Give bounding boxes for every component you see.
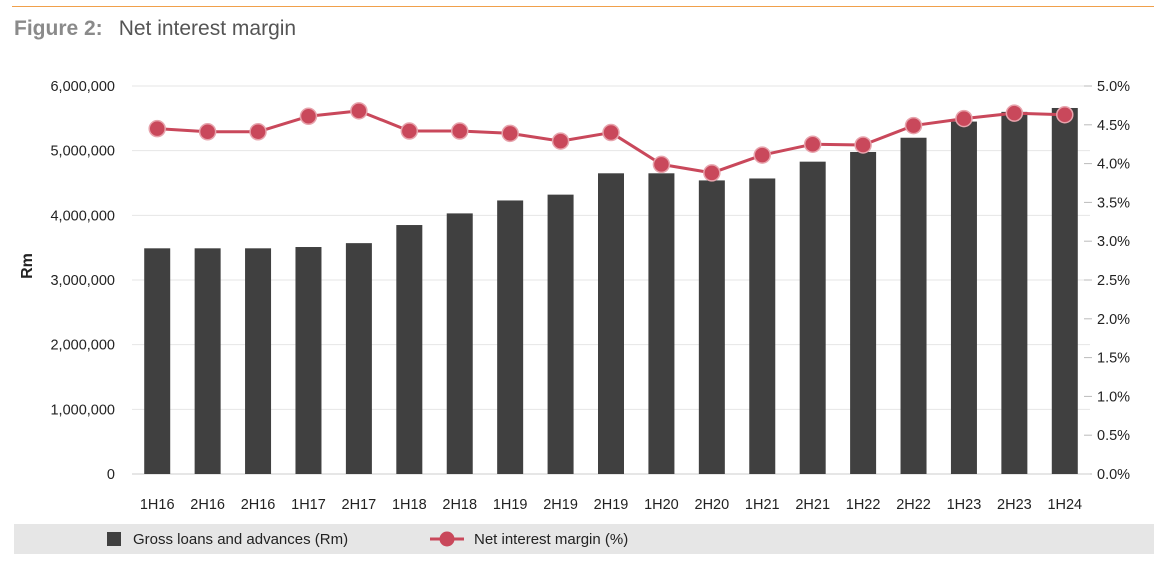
x-tick-label: 2H19 xyxy=(543,497,578,513)
nim-point xyxy=(652,155,671,174)
bar xyxy=(194,248,221,474)
nim-point xyxy=(602,123,620,142)
bar xyxy=(850,151,877,474)
x-tick-label: 2H21 xyxy=(795,497,830,513)
legend-label-bars: Gross loans and advances (Rm) xyxy=(133,530,349,548)
bar xyxy=(598,173,624,475)
nim-point xyxy=(501,124,519,143)
figure-number: Figure 2: xyxy=(14,17,103,40)
figure-title-text: Net interest margin xyxy=(118,17,297,40)
nim-point xyxy=(753,146,772,164)
x-tick-label: 1H20 xyxy=(644,497,679,513)
y-right-tick-label: 0.0% xyxy=(1097,467,1130,483)
bar xyxy=(144,248,171,474)
legend-label-line: Net interest margin (%) xyxy=(474,530,629,548)
y-right-tick-label: 0.5% xyxy=(1097,428,1130,444)
x-tick-label: 2H16 xyxy=(241,497,276,513)
nim-point xyxy=(148,119,166,138)
figure-title: Figure 2: Net interest margin xyxy=(14,17,296,41)
x-tick-label: 1H22 xyxy=(846,497,881,513)
bar xyxy=(698,180,725,474)
nim-point xyxy=(198,123,217,141)
y-right-tick-label: 5.0% xyxy=(1097,79,1130,95)
x-tick-label: 2H19 xyxy=(594,497,629,513)
nim-point xyxy=(955,109,973,128)
nim-point xyxy=(904,116,923,135)
bar xyxy=(900,137,927,474)
bar xyxy=(799,161,826,474)
nim-point xyxy=(299,107,318,126)
nim-line xyxy=(157,109,1065,175)
y-right-tick-label: 3.0% xyxy=(1097,234,1130,250)
bar xyxy=(396,225,423,474)
x-tick-label: 1H19 xyxy=(493,497,528,513)
x-tick-label: 2H17 xyxy=(342,497,377,513)
y-left-tick-label: 0 xyxy=(107,467,115,483)
y-right-tick-label: 4.0% xyxy=(1097,157,1130,173)
x-tick-label: 2H20 xyxy=(695,497,730,513)
nim-point xyxy=(1005,104,1024,122)
x-tick-label: 1H17 xyxy=(291,497,326,513)
combo-chart: 0 1,000,000 2,000,000 3,000,000 4,000,000 5,0… xyxy=(19,79,1130,513)
y-left-tick-label: 3,000,000 xyxy=(50,273,115,289)
x-tick-label: 2H16 xyxy=(190,497,225,513)
x-tick-label: 1H24 xyxy=(1047,497,1082,513)
nim-point xyxy=(450,122,469,140)
y-right-tick-label: 1.5% xyxy=(1097,351,1130,367)
nim-point xyxy=(350,102,368,120)
nim-point xyxy=(551,132,570,150)
x-tick-label: 1H18 xyxy=(392,497,427,513)
nim-point xyxy=(1056,105,1074,124)
bar xyxy=(648,173,675,475)
legend-bar-swatch xyxy=(107,532,121,546)
x-tick-label: 1H16 xyxy=(140,497,175,513)
bar xyxy=(295,247,322,474)
nim-point xyxy=(703,164,721,182)
bar xyxy=(1051,107,1078,474)
bar xyxy=(497,200,524,474)
bar xyxy=(547,194,574,474)
bar xyxy=(749,178,776,474)
y-right-tick-label: 3.5% xyxy=(1097,195,1130,211)
y-right-tick-label: 1.0% xyxy=(1097,389,1130,405)
y-right-tick-label: 4.5% xyxy=(1097,118,1130,134)
x-tick-label: 2H18 xyxy=(442,497,477,513)
legend-item-line: Net interest margin (%) xyxy=(430,524,628,554)
bar xyxy=(950,121,977,475)
y-left-tick-label: 1,000,000 xyxy=(50,402,115,418)
legend-item-bars: Gross loans and advances (Rm) xyxy=(107,524,348,554)
y-left-tick-label: 6,000,000 xyxy=(50,79,115,95)
bar xyxy=(345,243,372,474)
y-right-tick-label: 2.0% xyxy=(1097,312,1130,328)
header-rule xyxy=(12,6,1154,7)
nim-point xyxy=(854,136,872,154)
nim-point xyxy=(400,122,419,140)
x-tick-label: 1H21 xyxy=(745,497,780,513)
nim-point xyxy=(249,123,267,141)
x-tick-label: 1H23 xyxy=(947,497,982,513)
x-tick-label: 2H23 xyxy=(997,497,1032,513)
bar xyxy=(1001,111,1028,474)
bar xyxy=(245,248,272,474)
y-left-tick-label: 2,000,000 xyxy=(50,338,115,354)
y-right-tick-label: 2.5% xyxy=(1097,273,1130,289)
y-left-tick-label: 4,000,000 xyxy=(50,208,115,224)
legend-line-swatch xyxy=(430,531,464,547)
nim-point xyxy=(803,135,822,153)
chart-legend: Gross loans and advances (Rm) Net intere… xyxy=(14,524,1154,554)
bar xyxy=(446,213,473,475)
y-axis-title: Rm xyxy=(19,253,36,279)
y-left-tick-label: 5,000,000 xyxy=(50,144,115,160)
x-tick-label: 2H22 xyxy=(896,497,931,513)
